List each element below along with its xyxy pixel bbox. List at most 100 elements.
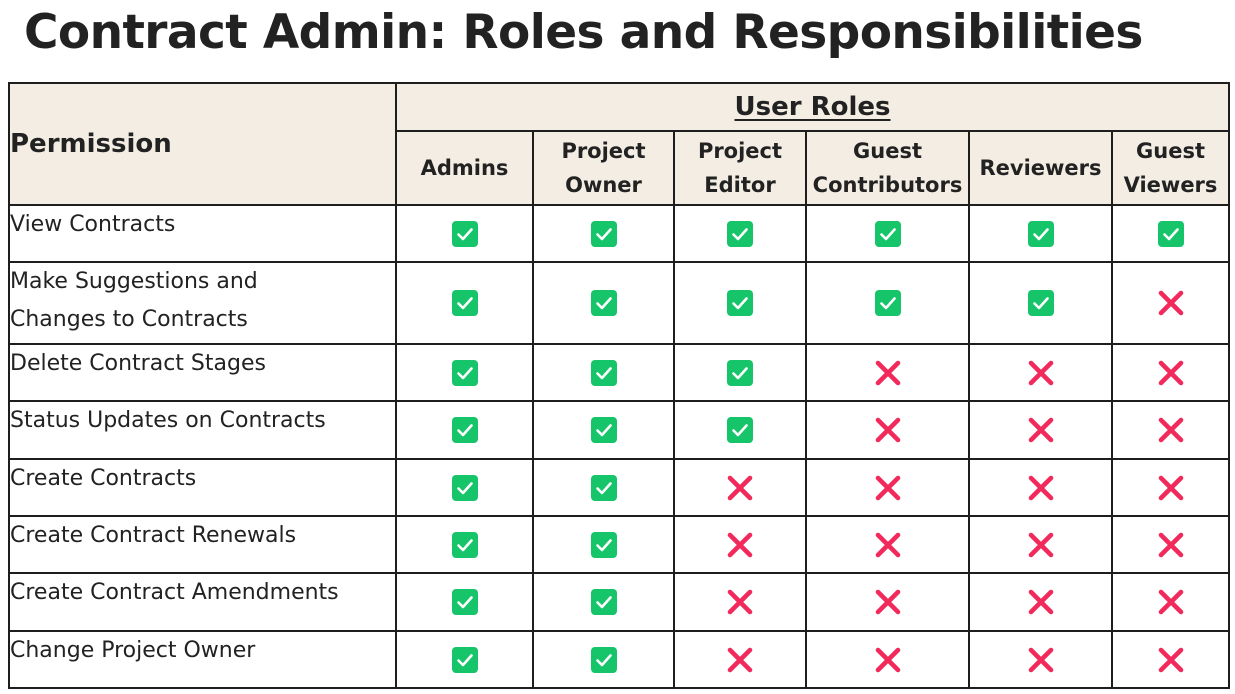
- table-row: Delete Contract Stages: [8, 343, 1231, 402]
- role-header-line: Guest: [1136, 139, 1205, 163]
- cell-allowed: [395, 630, 534, 689]
- cell-denied: [805, 458, 970, 517]
- cell-allowed: [395, 343, 534, 402]
- permission-name: View Contracts: [8, 204, 397, 263]
- cell-denied: [1110, 400, 1231, 460]
- checkmark-icon: [451, 646, 478, 673]
- table-row: Status Updates on Contracts: [8, 400, 1231, 460]
- cross-icon: [726, 474, 754, 502]
- cell-denied: [1110, 458, 1231, 517]
- role-header-line: Reviewers: [979, 156, 1102, 180]
- cell-denied: [805, 572, 970, 632]
- cell-allowed: [805, 261, 970, 345]
- cell-allowed: [805, 204, 970, 263]
- cell-allowed: [532, 343, 675, 402]
- cell-allowed: [395, 515, 534, 574]
- cell-denied: [673, 572, 807, 632]
- cross-icon: [1157, 289, 1185, 317]
- cross-icon: [1157, 646, 1185, 674]
- cell-denied: [673, 630, 807, 689]
- cell-denied: [1110, 261, 1231, 345]
- role-header-reviewers: Reviewers: [968, 130, 1113, 206]
- cell-allowed: [673, 204, 807, 263]
- checkmark-icon: [1027, 290, 1054, 316]
- checkmark-icon: [874, 290, 901, 316]
- cell-allowed: [395, 261, 534, 345]
- cell-denied: [968, 458, 1113, 517]
- checkmark-icon: [590, 646, 617, 673]
- header-row-group: Permission User Roles: [8, 82, 1231, 206]
- table-row: Create Contract Amendments: [8, 572, 1231, 632]
- cell-denied: [968, 515, 1113, 574]
- cell-allowed: [395, 204, 534, 263]
- cross-icon: [874, 646, 902, 674]
- cell-allowed: [532, 400, 675, 460]
- checkmark-icon: [727, 290, 753, 316]
- cell-allowed: [1110, 204, 1231, 263]
- cell-allowed: [532, 572, 675, 632]
- cell-denied: [805, 515, 970, 574]
- cell-allowed: [532, 458, 675, 517]
- cell-denied: [805, 400, 970, 460]
- cross-icon: [1027, 359, 1055, 387]
- checkmark-icon: [590, 359, 617, 386]
- checkmark-icon: [451, 531, 478, 558]
- cell-allowed: [395, 400, 534, 460]
- cross-icon: [726, 531, 754, 559]
- role-header-admins: Admins: [395, 130, 534, 206]
- cross-icon: [1157, 474, 1185, 502]
- cell-allowed: [673, 261, 807, 345]
- permission-name-line: Make Suggestions and: [10, 269, 258, 294]
- checkmark-icon: [451, 589, 478, 615]
- role-header-guest-contributors: Guest Contributors: [805, 130, 970, 206]
- page-title: Contract Admin: Roles and Responsibiliti…: [24, 5, 1143, 60]
- permission-name: Create Contract Renewals: [8, 515, 397, 574]
- table-row: Create Contracts: [8, 458, 1231, 517]
- checkmark-icon: [1027, 220, 1054, 247]
- permission-name-line: Changes to Contracts: [10, 307, 248, 332]
- table-row: Make Suggestions and Changes to Contracts: [8, 261, 1231, 345]
- role-header-project-owner: Project Owner: [532, 130, 675, 206]
- cross-icon: [874, 588, 902, 616]
- permissions-body: View Contracts Make Suggestions and Chang…: [8, 204, 1231, 689]
- cross-icon: [1027, 588, 1055, 616]
- cross-icon: [726, 588, 754, 616]
- checkmark-icon: [727, 220, 753, 247]
- checkmark-icon: [874, 220, 901, 247]
- cell-allowed: [532, 515, 675, 574]
- cross-icon: [1027, 416, 1055, 444]
- checkmark-icon: [1157, 220, 1184, 247]
- cross-icon: [1157, 416, 1185, 444]
- cross-icon: [1157, 531, 1185, 559]
- cross-icon: [1157, 359, 1185, 387]
- table-row: Change Project Owner: [8, 630, 1231, 689]
- cell-denied: [968, 343, 1113, 402]
- permission-name: Create Contracts: [8, 458, 397, 517]
- permission-name: Change Project Owner: [8, 630, 397, 689]
- checkmark-icon: [451, 417, 478, 443]
- cell-denied: [968, 400, 1113, 460]
- checkmark-icon: [451, 474, 478, 501]
- cell-allowed: [673, 400, 807, 460]
- checkmark-icon: [590, 474, 617, 501]
- cross-icon: [1027, 646, 1055, 674]
- checkmark-icon: [590, 589, 617, 615]
- role-header-line: Owner: [565, 173, 642, 197]
- cell-denied: [968, 630, 1113, 689]
- role-header-line: Project: [561, 139, 646, 163]
- cross-icon: [1157, 588, 1185, 616]
- user-roles-header-label: User Roles: [734, 92, 891, 122]
- user-roles-header: User Roles: [394, 82, 1231, 132]
- cross-icon: [874, 359, 902, 387]
- checkmark-icon: [727, 417, 753, 443]
- cell-denied: [673, 458, 807, 517]
- checkmark-icon: [590, 220, 617, 247]
- permission-name: Delete Contract Stages: [8, 343, 397, 402]
- role-header-line: Viewers: [1123, 173, 1218, 197]
- checkmark-icon: [451, 220, 478, 247]
- cell-denied: [805, 343, 970, 402]
- checkmark-icon: [590, 290, 617, 316]
- role-header-line: Contributors: [812, 173, 963, 197]
- table-row: View Contracts: [8, 204, 1231, 263]
- role-header-line: Editor: [704, 173, 776, 197]
